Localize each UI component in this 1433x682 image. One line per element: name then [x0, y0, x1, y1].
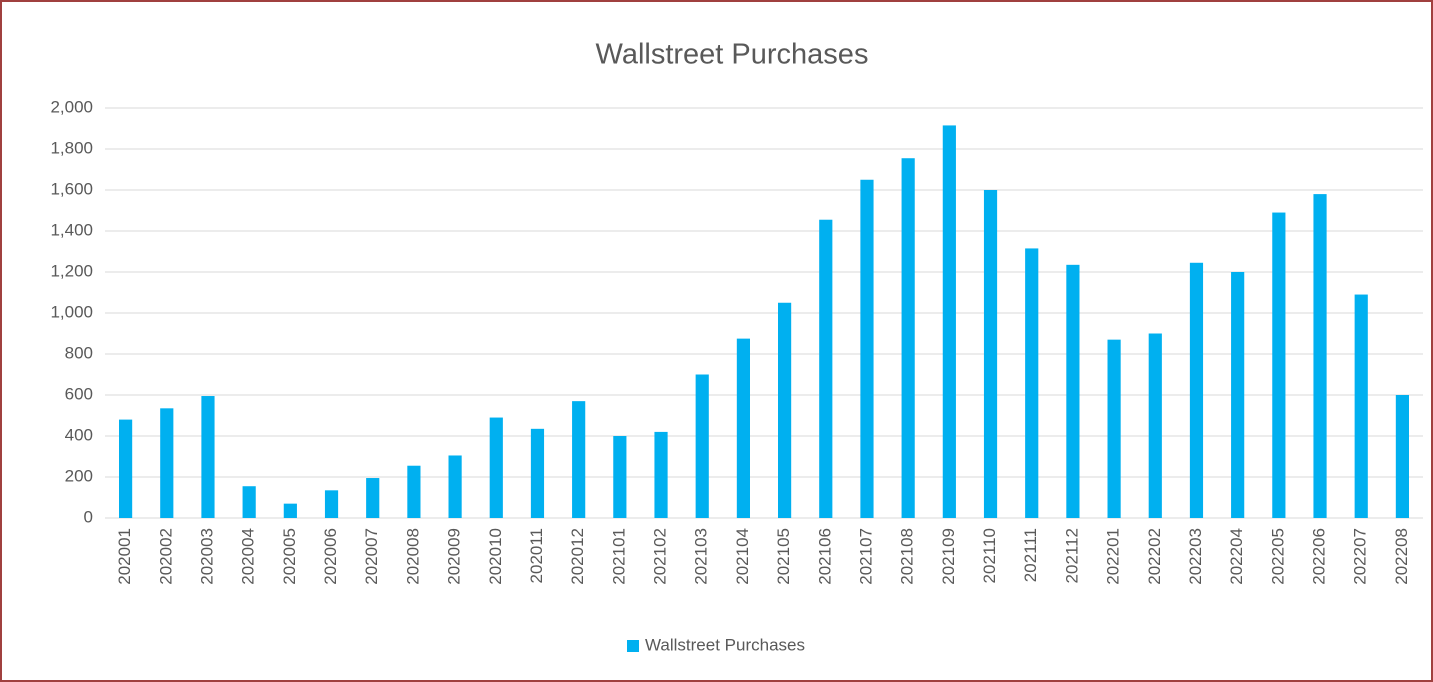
bar: [1148, 333, 1162, 518]
x-tick-label: 202106: [815, 528, 834, 585]
bar: [160, 408, 174, 518]
x-tick-label: 202103: [692, 528, 711, 585]
bar: [201, 396, 215, 518]
bar: [983, 190, 998, 518]
x-tick-label: 202202: [1145, 528, 1164, 585]
y-tick-label: 600: [65, 384, 93, 403]
x-tick-label: 202002: [156, 528, 175, 585]
x-tick-label: 202112: [1062, 528, 1081, 583]
x-tick-label: 202008: [403, 528, 422, 585]
bar: [572, 401, 586, 518]
x-tick-label: 202010: [486, 528, 505, 585]
x-tick-label: 202012: [568, 528, 587, 585]
bar: [654, 431, 668, 518]
x-tick-label: 202201: [1104, 528, 1123, 585]
x-tick-label: 202105: [774, 528, 793, 585]
bar: [1189, 262, 1204, 518]
bar: [1107, 339, 1121, 518]
x-tick-label: 202104: [733, 528, 752, 585]
y-tick-label: 2,000: [50, 97, 93, 116]
bar: [613, 436, 627, 518]
x-tick-label: 202109: [939, 528, 958, 585]
x-tick-label: 202101: [609, 528, 628, 585]
x-tick-label: 202206: [1310, 528, 1329, 585]
x-tick-label: 202102: [651, 528, 670, 585]
x-tick-label: 202107: [856, 528, 875, 585]
legend-swatch: [627, 640, 639, 652]
x-tick-label: 202205: [1268, 528, 1287, 585]
x-tick-label: 202110: [980, 528, 999, 583]
bar: [695, 374, 709, 518]
bar: [324, 490, 339, 518]
bar: [530, 428, 545, 518]
x-tick-label: 202111: [1021, 528, 1040, 582]
y-tick-label: 400: [65, 425, 93, 444]
bar: [1272, 212, 1286, 519]
bar: [407, 465, 421, 518]
x-tick-label: 202108: [898, 528, 917, 585]
bar: [119, 419, 133, 518]
y-tick-label: 0: [84, 507, 93, 526]
bar: [778, 302, 792, 518]
bar: [1354, 294, 1368, 518]
bar: [860, 179, 874, 518]
bar: [942, 125, 956, 519]
x-tick-label: 202204: [1227, 528, 1246, 585]
bar: [283, 503, 297, 518]
bar: [1313, 194, 1327, 518]
bar: [819, 219, 833, 518]
bar: [366, 478, 380, 518]
bar: [1231, 272, 1245, 518]
x-tick-label: 202003: [197, 528, 216, 585]
x-tick-label: 202001: [115, 528, 134, 585]
y-tick-label: 1,200: [50, 261, 93, 280]
x-tick-label: 202011: [527, 528, 546, 583]
bar: [901, 158, 915, 518]
x-tick-label: 202203: [1186, 528, 1205, 585]
bar: [448, 455, 462, 518]
bar: [489, 417, 503, 518]
y-tick-label: 1,600: [50, 179, 93, 198]
bar: [1395, 395, 1409, 518]
y-tick-label: 200: [65, 466, 93, 485]
bar: [1025, 248, 1039, 519]
x-tick-label: 202004: [239, 528, 258, 585]
bar: [1066, 264, 1080, 518]
y-tick-label: 1,800: [50, 138, 93, 157]
bar: [242, 486, 256, 518]
x-tick-label: 202006: [321, 528, 340, 585]
x-tick-label: 202007: [362, 528, 381, 585]
x-tick-label: 202009: [445, 528, 464, 585]
x-tick-label: 202005: [280, 528, 299, 585]
x-tick-label: 202208: [1392, 528, 1411, 585]
y-tick-label: 800: [65, 343, 93, 362]
legend-label: Wallstreet Purchases: [645, 635, 805, 654]
chart-title: Wallstreet Purchases: [596, 39, 869, 71]
y-tick-label: 1,400: [50, 220, 93, 239]
x-tick-label: 202207: [1351, 528, 1370, 585]
y-tick-label: 1,000: [50, 302, 93, 321]
bar: [736, 338, 750, 518]
